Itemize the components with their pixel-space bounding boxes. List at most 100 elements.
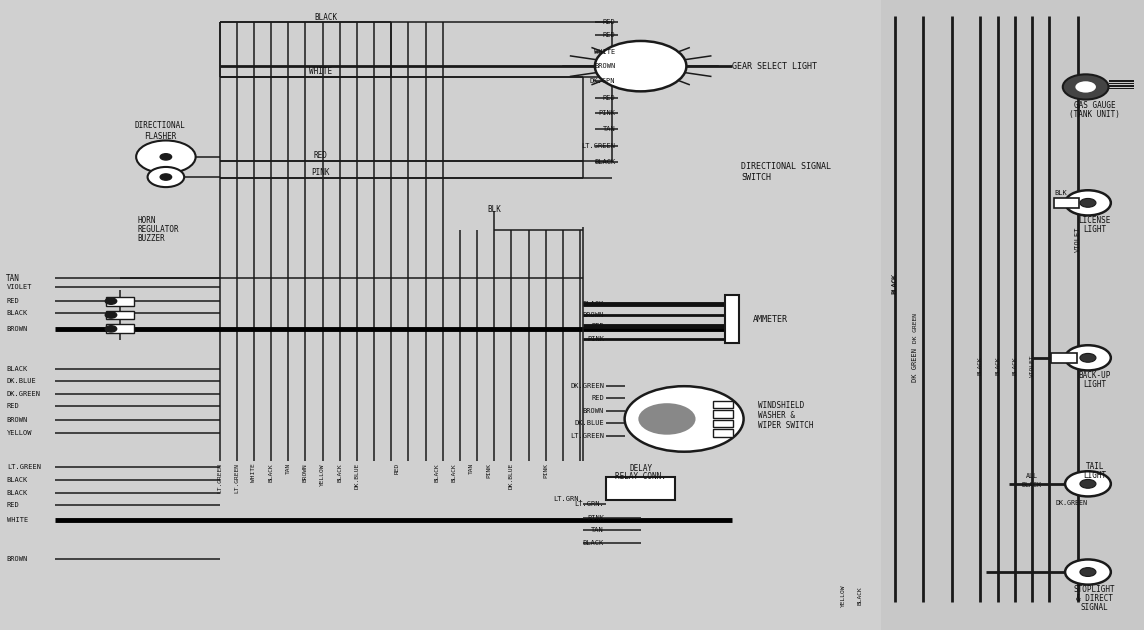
Circle shape [160, 174, 172, 180]
Text: DK.BLUE: DK.BLUE [7, 378, 37, 384]
Text: DK.BLUE: DK.BLUE [509, 463, 514, 490]
Text: TAN: TAN [6, 274, 19, 283]
Text: (TANK UNIT): (TANK UNIT) [1070, 110, 1120, 119]
Text: BROWN: BROWN [303, 463, 308, 482]
Text: BROWN: BROWN [594, 63, 615, 69]
Text: PINK: PINK [587, 515, 604, 521]
Text: GEAR SELECT LIGHT: GEAR SELECT LIGHT [732, 62, 817, 71]
Text: WINDSHIELD: WINDSHIELD [758, 401, 804, 410]
Circle shape [638, 403, 696, 435]
Text: BLACK: BLACK [435, 463, 439, 482]
Text: BLK: BLK [487, 205, 501, 214]
Text: BLACK: BLACK [582, 301, 604, 307]
Circle shape [595, 41, 686, 91]
Text: RED: RED [603, 19, 615, 25]
Text: DK GREEN: DK GREEN [912, 348, 919, 382]
Text: BLACK: BLACK [1012, 356, 1017, 375]
Text: SIGNAL: SIGNAL [1081, 603, 1109, 612]
Bar [881, 0, 1144, 630]
Circle shape [105, 298, 117, 304]
Text: VIOLET: VIOLET [1030, 354, 1034, 377]
Text: BLACK: BLACK [995, 356, 1000, 375]
Bar [1054, 198, 1079, 208]
Text: WIPER SWITCH: WIPER SWITCH [758, 421, 815, 430]
Circle shape [1065, 345, 1111, 370]
Text: DK.BLUE: DK.BLUE [355, 463, 359, 490]
Text: RED: RED [7, 502, 19, 508]
Text: RED: RED [591, 323, 604, 329]
Text: RED: RED [603, 32, 615, 38]
Bar [1109, 80, 1134, 82]
Text: WHITE: WHITE [594, 49, 615, 55]
Text: PINK: PINK [311, 168, 329, 177]
Text: BLACK: BLACK [1022, 482, 1042, 488]
Bar [106, 297, 134, 306]
Text: ALL: ALL [1026, 473, 1038, 479]
Text: BLACK: BLACK [7, 490, 29, 496]
Bar [0, 0, 881, 630]
Bar [106, 324, 134, 333]
Text: DIRECTIONAL: DIRECTIONAL [135, 122, 185, 130]
Circle shape [160, 154, 172, 160]
Text: DK.GREEN: DK.GREEN [1056, 500, 1088, 506]
Circle shape [1080, 479, 1096, 488]
Text: LIGHT: LIGHT [1083, 471, 1106, 479]
Text: BROWN: BROWN [582, 408, 604, 414]
Text: LICENSE: LICENSE [1079, 216, 1111, 225]
Text: BROWN: BROWN [7, 556, 29, 563]
Text: YELLOW: YELLOW [841, 584, 845, 607]
Text: BLACK: BLACK [315, 13, 337, 22]
Circle shape [1063, 74, 1109, 100]
Text: REGULATOR: REGULATOR [137, 225, 178, 234]
Text: BROWN: BROWN [7, 417, 29, 423]
Text: BLACK: BLACK [892, 274, 897, 293]
Text: RED: RED [7, 297, 19, 304]
Bar [1109, 88, 1134, 89]
Text: VIOLET: VIOLET [7, 284, 32, 290]
Text: LT.GREEN: LT.GREEN [235, 463, 239, 493]
Circle shape [1080, 198, 1096, 207]
Text: DK.BLUE: DK.BLUE [574, 420, 604, 427]
Text: RED: RED [7, 403, 19, 410]
Bar [713, 410, 733, 418]
Text: HORN: HORN [137, 216, 156, 225]
Text: AMMETER: AMMETER [753, 315, 788, 324]
Text: BLK: BLK [1054, 190, 1067, 196]
Text: LT.GREEN: LT.GREEN [581, 143, 615, 149]
Text: DK.GREEN: DK.GREEN [7, 391, 41, 397]
Text: BLACK: BLACK [7, 477, 29, 483]
Bar [713, 401, 733, 408]
Text: WHITE: WHITE [252, 463, 256, 482]
Bar [713, 420, 733, 427]
Text: TAN: TAN [286, 463, 291, 474]
Text: STOPLIGHT: STOPLIGHT [1074, 585, 1115, 594]
Text: BACK-UP: BACK-UP [1079, 371, 1111, 380]
Text: RELAY CONN.: RELAY CONN. [615, 472, 666, 481]
Text: BROWN: BROWN [582, 312, 604, 318]
Text: WASHER &: WASHER & [758, 411, 795, 420]
Text: & DIRECT: & DIRECT [1077, 594, 1113, 603]
Text: BLACK: BLACK [858, 586, 863, 605]
Text: BLACK: BLACK [7, 310, 29, 316]
Circle shape [1075, 81, 1096, 93]
Text: BROWN: BROWN [7, 326, 29, 332]
Text: BLACK: BLACK [337, 463, 342, 482]
Text: VIOLET: VIOLET [1074, 227, 1081, 252]
Bar [725, 295, 739, 343]
Text: DK.GREEN: DK.GREEN [570, 382, 604, 389]
Circle shape [1080, 353, 1096, 362]
Text: WHITE: WHITE [309, 67, 332, 76]
Text: BLACK: BLACK [269, 463, 273, 482]
Text: LT.GREEN: LT.GREEN [570, 433, 604, 439]
Circle shape [105, 326, 117, 332]
Text: RED: RED [313, 151, 327, 160]
Text: LT.GREEN: LT.GREEN [217, 463, 222, 493]
Circle shape [1065, 190, 1111, 215]
Text: LT.GREEN: LT.GREEN [7, 464, 41, 471]
Text: PINK: PINK [543, 463, 548, 478]
Text: BLACK: BLACK [978, 356, 983, 375]
Bar [106, 311, 134, 319]
Circle shape [1065, 471, 1111, 496]
Text: PINK: PINK [587, 336, 604, 342]
Text: RED: RED [395, 463, 399, 474]
